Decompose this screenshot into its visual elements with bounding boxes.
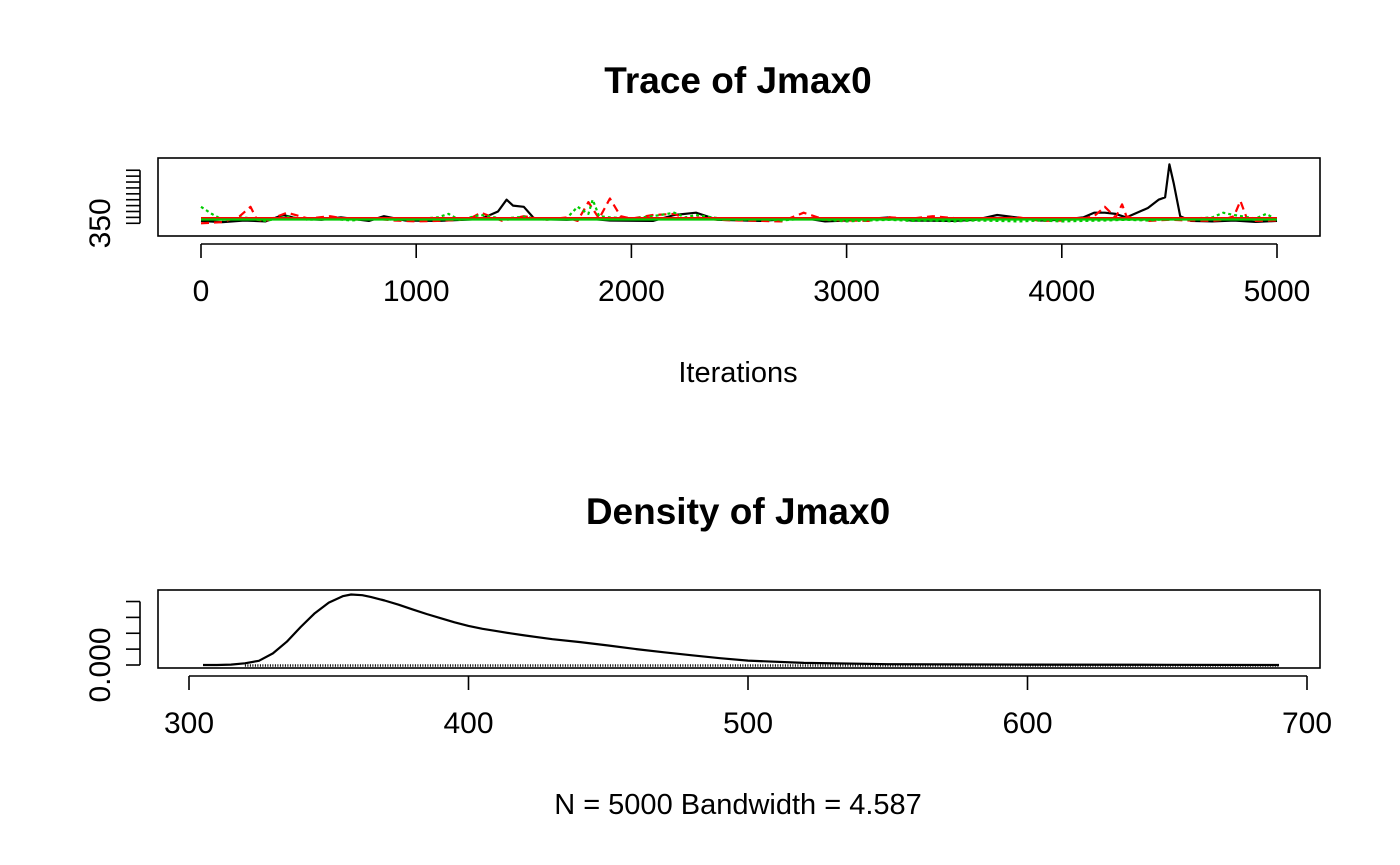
density-plot-title: Density of Jmax0	[586, 491, 890, 532]
density-plot-frame	[157, 589, 1321, 669]
trace-x-tick-label-4000: 4000	[1028, 275, 1095, 308]
density-y-tick-label-0: 0.000	[84, 627, 117, 702]
density-plot: Density of Jmax0 300 400 500 600 700 0.000 N…	[84, 491, 1332, 821]
density-x-tick-label-400: 400	[443, 707, 493, 740]
density-series-line-0	[203, 593, 1280, 667]
trace-x-axis-label: Iterations	[678, 357, 797, 389]
trace-x-tick-label-3000: 3000	[813, 275, 880, 308]
trace-x-axis: 0 1000 2000 3000 4000 5000	[193, 243, 1311, 308]
density-x-axis: 300 400 500 600 700	[164, 675, 1332, 740]
density-series-group	[203, 593, 1280, 667]
density-x-axis-label: N = 5000 Bandwidth = 4.587	[554, 789, 922, 821]
density-x-tick-label-300: 300	[164, 707, 214, 740]
density-y-axis: 0.000	[84, 600, 141, 703]
trace-plot-title: Trace of Jmax0	[604, 60, 871, 101]
trace-x-tick-label-2000: 2000	[598, 275, 665, 308]
density-x-tick-label-500: 500	[723, 707, 773, 740]
trace-y-tick-label-0: 350	[84, 198, 117, 248]
trace-y-axis: 350	[84, 169, 141, 248]
trace-x-tick-label-0: 0	[193, 275, 210, 308]
trace-x-tick-label-1000: 1000	[383, 275, 450, 308]
trace-series-line-0	[200, 163, 1278, 224]
trace-plot: Trace of Jmax0 0 1000 2000 3000 4000 5000 350…	[84, 60, 1321, 389]
trace-plot-frame	[157, 157, 1321, 237]
trace-x-tick-label-5000: 5000	[1244, 275, 1311, 308]
density-x-tick-label-600: 600	[1002, 707, 1052, 740]
density-x-tick-label-700: 700	[1282, 707, 1332, 740]
trace-series-group	[200, 163, 1278, 225]
